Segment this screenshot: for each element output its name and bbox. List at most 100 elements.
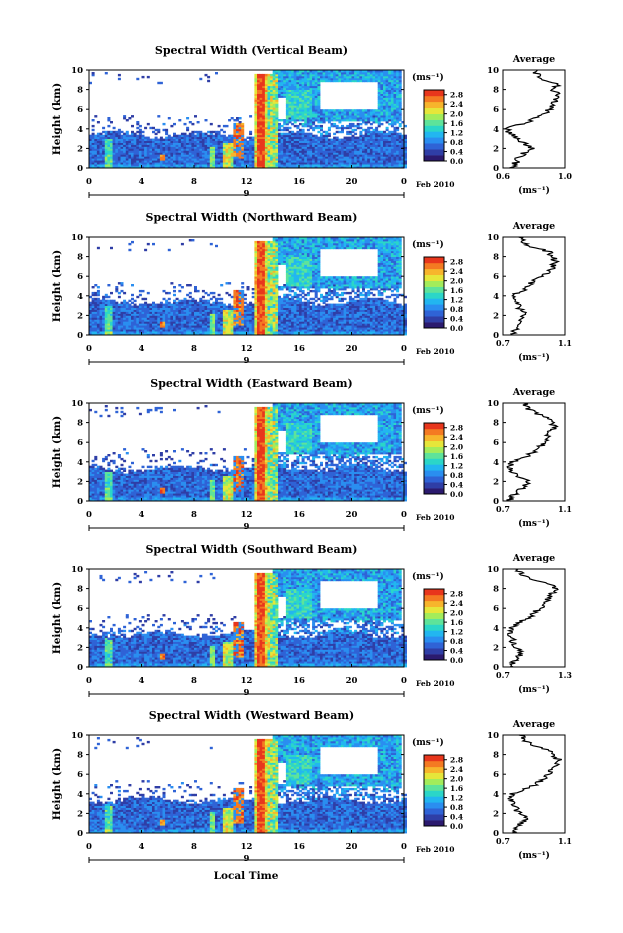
heatmap-cell	[354, 125, 357, 127]
heatmap-cell	[92, 125, 95, 127]
heatmap-cells	[89, 70, 407, 168]
y-tick-label: 0	[77, 164, 83, 174]
heatmap-cell	[118, 304, 121, 306]
heatmap-cell	[341, 125, 344, 127]
heatmap-cell	[178, 290, 181, 292]
heatmap-cell	[128, 117, 131, 119]
heatmap-cell	[102, 135, 105, 137]
heatmap-cell	[312, 135, 315, 137]
heatmap-cell	[370, 127, 373, 129]
heatmap-cell	[247, 286, 250, 288]
heatmap-cell	[92, 129, 95, 131]
heatmap-cell	[92, 119, 95, 121]
heatmap-cell	[136, 78, 139, 80]
heatmap-cell	[278, 133, 281, 135]
heatmap-cell	[178, 300, 181, 302]
heatmap-cell	[107, 300, 110, 302]
average-x-tick-label: 1.0	[558, 171, 572, 181]
heatmap-cell	[107, 117, 110, 119]
heatmap-cell	[331, 139, 334, 141]
heatmap-cell	[354, 137, 357, 139]
heatmap-cell	[128, 249, 131, 251]
heatmap-cell	[362, 109, 365, 111]
heatmap-cell	[247, 304, 250, 306]
heatmap-cell	[333, 133, 336, 135]
heatmap-cell	[239, 117, 242, 119]
heatmap-cell	[134, 133, 137, 135]
panel-title: Spectral Width (Northward Beam)	[146, 211, 358, 224]
heatmap-cell	[373, 129, 376, 131]
heatmap-cell	[359, 109, 362, 111]
heatmap-cell	[344, 137, 347, 139]
heatmap-cell	[173, 290, 176, 292]
heatmap-cell	[233, 290, 236, 292]
heatmap-cell	[278, 123, 281, 125]
heatmap-cell	[184, 133, 187, 135]
heatmap-cell	[118, 296, 121, 298]
heatmap-cell	[121, 302, 124, 304]
heatmap-cell	[336, 137, 339, 139]
heatmap-cell	[100, 133, 103, 135]
heatmap-cell	[304, 133, 307, 135]
heatmap-cell	[131, 302, 134, 304]
colorbar-swatch	[424, 149, 444, 155]
heatmap-cell	[212, 131, 215, 133]
heatmap-cell	[155, 304, 158, 306]
heatmap-cell	[152, 131, 155, 133]
heatmap-cell	[247, 137, 250, 139]
heatmap-cell	[338, 131, 341, 133]
colorbar-swatch	[424, 131, 444, 137]
heatmap-cell	[139, 290, 142, 292]
heatmap-cell	[205, 292, 208, 294]
heatmap-cell	[281, 125, 284, 127]
heatmap-cell	[165, 300, 168, 302]
heatmap-cell	[149, 139, 152, 141]
heatmap-cell	[165, 129, 168, 131]
heatmap-cell	[328, 139, 331, 141]
colorbar-swatch	[424, 90, 444, 96]
y-tick-label: 4	[77, 125, 83, 135]
heatmap-cell	[394, 127, 397, 129]
heatmap-cell	[176, 298, 179, 300]
heatmap-cell	[228, 282, 231, 284]
heatmap-cell	[338, 127, 341, 129]
heatmap-cell	[344, 127, 347, 129]
heatmap-cell	[155, 137, 158, 139]
average-y-tick-label: 10	[487, 66, 499, 76]
heatmap-cell	[191, 131, 194, 133]
heatmap-cell	[105, 300, 108, 302]
heatmap-cell	[128, 243, 131, 245]
heatmap-cell	[205, 300, 208, 302]
heatmap-cell	[218, 131, 221, 133]
heatmap-cell	[241, 282, 244, 284]
heatmap-cell	[149, 304, 152, 306]
heatmap-cell	[118, 292, 121, 294]
x-tick-label: 0	[86, 177, 92, 187]
heatmap-cell	[94, 135, 97, 137]
heatmap-cell	[375, 127, 378, 129]
heatmap-cell	[220, 302, 223, 304]
heatmap-cell	[142, 135, 145, 137]
heatmap-cell	[228, 294, 231, 296]
heatmap-cell	[218, 294, 221, 296]
heatmap-cell	[97, 133, 100, 135]
heatmap-cell	[118, 282, 121, 284]
heatmap-cell	[121, 135, 124, 137]
heatmap-cell	[147, 123, 150, 125]
heatmap-cell	[97, 290, 100, 292]
heatmap-cell	[317, 137, 320, 139]
colorbar-unit: (ms⁻¹)	[412, 72, 444, 83]
heatmap-cell	[236, 123, 239, 125]
heatmap-cell	[194, 115, 197, 117]
heatmap-cell	[163, 129, 166, 131]
heatmap-cell	[147, 304, 150, 306]
heatmap-cell	[310, 133, 313, 135]
colorbar-swatch	[424, 120, 444, 126]
heatmap-cell	[155, 133, 158, 135]
heatmap-cell	[323, 135, 326, 137]
heatmap-cell	[189, 121, 192, 123]
colorbar-tick-label: 2.8	[450, 91, 463, 100]
heatmap-cell	[123, 133, 126, 135]
heatmap-cell	[291, 131, 294, 133]
heatmap-cell	[207, 294, 210, 296]
